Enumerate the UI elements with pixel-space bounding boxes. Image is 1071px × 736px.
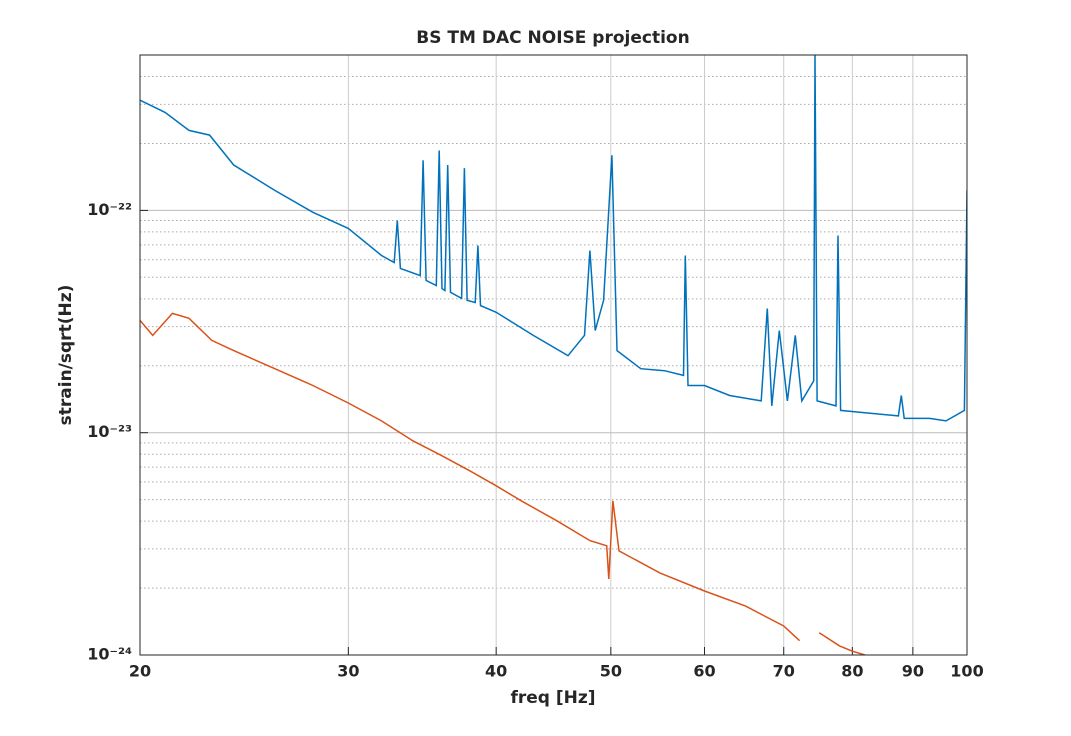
plot-frame <box>139 54 968 656</box>
y-tick-label: 10⁻²⁴ <box>87 645 132 664</box>
x-axis-label: freq [Hz] <box>510 688 595 708</box>
x-tick-label: 50 <box>600 662 622 681</box>
x-tick-label: 80 <box>841 662 863 681</box>
x-tick-label: 100 <box>950 662 983 681</box>
x-tick-label: 90 <box>902 662 924 681</box>
series-line <box>140 55 967 422</box>
x-tick-label: 40 <box>485 662 507 681</box>
y-tick-label: 10⁻²³ <box>87 422 132 441</box>
x-tick-label: 70 <box>773 662 795 681</box>
y-axis-label: strain/sqrt(Hz) <box>56 285 76 426</box>
x-tick-label: 30 <box>337 662 359 681</box>
chart-title: BS TM DAC NOISE projection <box>416 28 689 48</box>
series-line <box>140 312 866 655</box>
x-tick-label: 20 <box>129 662 151 681</box>
x-tick-label: 60 <box>693 662 715 681</box>
plot-area <box>140 55 967 655</box>
y-tick-label: 10⁻²² <box>87 200 132 219</box>
